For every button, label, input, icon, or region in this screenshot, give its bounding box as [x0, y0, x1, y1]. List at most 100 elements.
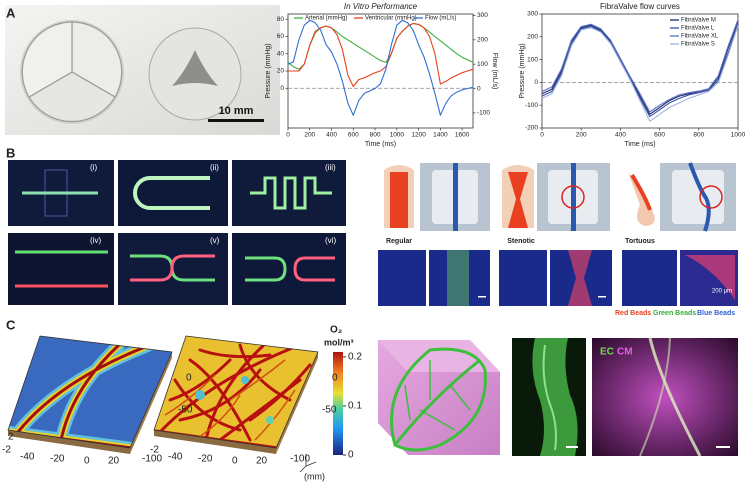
x-tick-label: 600: [348, 132, 359, 139]
axis-tick-label: -2: [2, 445, 11, 456]
scale-bar-label: 200 μm: [712, 289, 732, 295]
channel-label: (i): [90, 163, 97, 172]
x-tick-label: 800: [370, 132, 381, 139]
y-tick-label: 300: [527, 11, 538, 18]
legend-label: FibraValve XL: [681, 34, 719, 40]
valve-photo: [5, 5, 280, 135]
axis-tick-label: -50: [322, 405, 337, 416]
oxygen-map-2: [153, 335, 319, 454]
bead-label: Red Beads: [615, 310, 651, 317]
legend-label: Arterial (mmHg): [305, 16, 347, 22]
colorbar: [333, 352, 343, 455]
x-tick-label: 1000: [731, 132, 746, 139]
ec-image: [512, 338, 586, 456]
series-line: [288, 22, 474, 88]
legend-label: FibraValve M: [681, 18, 716, 24]
x-tick-label: 1200: [411, 132, 426, 139]
leaf-model: [378, 340, 500, 455]
chart: FibraValve flow curves Time (ms) Pressure …: [519, 2, 746, 148]
unit-label: (mm): [304, 471, 325, 481]
x-tick-label: 200: [304, 132, 315, 139]
stain-label: CM: [617, 347, 633, 358]
legend-label: FibraValve S: [681, 42, 715, 48]
plot-axes-1: 0 -50 -100 2 -2 -40 -20 0 20: [2, 373, 193, 467]
axis-tick-label: -50: [178, 405, 193, 416]
model-label: Stenotic: [507, 238, 535, 245]
y-tick-label: 80: [277, 16, 285, 23]
channel-label: (vi): [325, 236, 336, 245]
colorbar-tick-label: 0: [348, 450, 354, 461]
bead-label: Green Beads: [653, 310, 696, 317]
channel-label: (iii): [325, 163, 336, 172]
x-axis-label: Time (ms): [624, 141, 655, 148]
axis-tick-label: 20: [256, 456, 268, 467]
colorbar-tick-label: 0.1: [348, 401, 362, 412]
plot-axes-2: 0 -50 -100 -2 -40 -20 0 20: [150, 373, 338, 467]
y-axis-label: Pressure (mmHg): [265, 43, 272, 98]
series-line: [541, 19, 739, 113]
axis-tick-label: 0: [84, 456, 90, 467]
series-line: [287, 19, 474, 116]
chart-title: FibraValve flow curves: [600, 2, 680, 11]
y-tick-label: 200: [527, 34, 538, 41]
plot-frame: [541, 13, 739, 129]
y2-tick-label: 300: [477, 12, 488, 19]
y-tick-label: 0: [280, 85, 284, 92]
axis-tick-label: -100: [142, 454, 162, 465]
legend-label: FibraValve L: [681, 26, 715, 32]
axis-tick-label: -100: [290, 454, 310, 465]
y2-tick-label: -100: [477, 110, 490, 117]
axis-tick-label: -40: [168, 452, 183, 463]
axis-tick-label: -40: [20, 452, 35, 463]
stain-label: EC: [600, 347, 614, 358]
ec-cm-image: [592, 337, 738, 457]
axis-tick-label: 0: [332, 373, 338, 384]
channel-label: (iv): [90, 236, 101, 245]
y-tick-label: 40: [277, 50, 285, 57]
oxygen-map-1: [7, 335, 173, 454]
series-line: [541, 22, 739, 118]
y-tick-label: 20: [277, 68, 285, 75]
chart-title: In Vitro Performance: [344, 2, 418, 11]
model-label: Tortuous: [625, 238, 655, 245]
axis-tick-label: 20: [108, 456, 120, 467]
y-tick-label: -100: [525, 102, 538, 109]
legend-label: Ventricular (mmHg): [365, 16, 417, 22]
axis-tick-label: 2: [8, 432, 14, 443]
colorbar-tick-label: 0.2: [348, 352, 362, 363]
x-axis-label: Time (ms): [365, 141, 396, 148]
x-tick-label: 0: [286, 132, 290, 139]
x-tick-label: 400: [615, 132, 626, 139]
panel-label: C: [6, 317, 16, 332]
axes-icon: [299, 454, 317, 473]
axis-tick-label: -20: [50, 454, 65, 465]
vessel-models: [378, 162, 738, 306]
series-line: [541, 25, 739, 122]
y-tick-label: -200: [525, 125, 538, 132]
y-axis-label: Pressure (mmHg): [519, 43, 526, 98]
axis-tick-label: 0: [186, 373, 192, 384]
y-tick-label: 0: [534, 79, 538, 86]
colorbar-title: O₂: [330, 325, 342, 336]
axis-tick-label: -2: [150, 445, 159, 456]
bead-label: Blue Beads: [697, 310, 735, 317]
chart: In Vitro Performance Time (ms) Pressure (m…: [265, 2, 498, 148]
panel-label: B: [6, 145, 15, 160]
x-tick-label: 200: [576, 132, 587, 139]
x-tick-label: 800: [693, 132, 704, 139]
axis-tick-label: -20: [198, 454, 213, 465]
x-tick-label: 1400: [433, 132, 448, 139]
x-tick-label: 400: [326, 132, 337, 139]
model-label: Regular: [386, 238, 412, 245]
channel-photos: [8, 160, 346, 305]
y2-axis-label: Flow (mL/s): [491, 53, 498, 90]
scale-bar-label: 10 mm: [219, 105, 254, 117]
channel-label: (v): [210, 236, 220, 245]
channel-label: (ii): [210, 163, 219, 172]
colorbar-unit: mol/m³: [324, 337, 354, 347]
y2-tick-label: 200: [477, 37, 488, 44]
y2-tick-label: 100: [477, 61, 488, 68]
y2-tick-label: 0: [477, 85, 481, 92]
x-tick-label: 1000: [390, 132, 405, 139]
